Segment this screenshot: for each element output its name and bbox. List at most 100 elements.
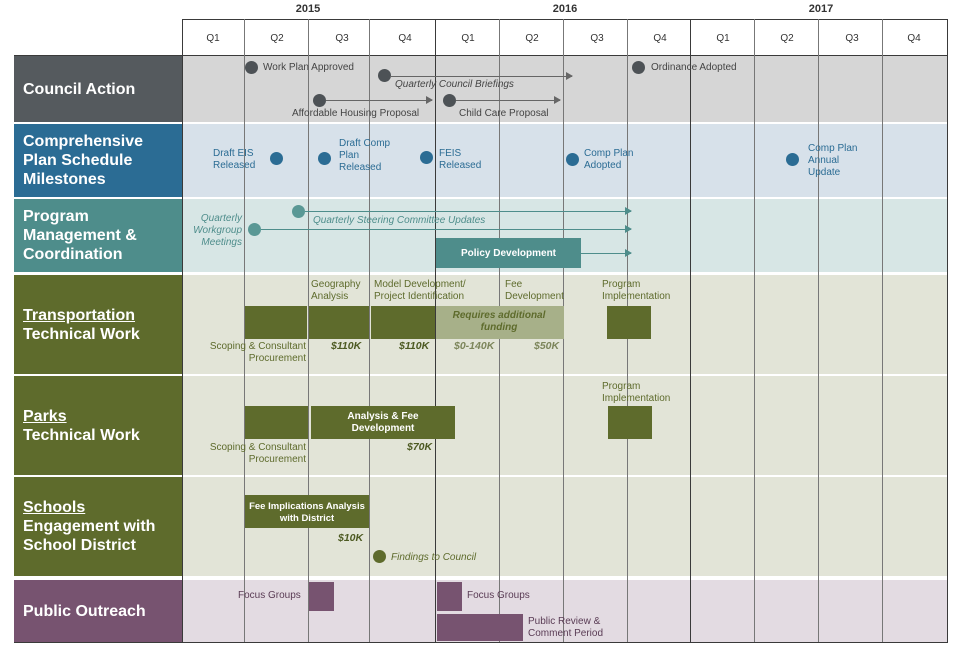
milestone-dot [373, 550, 386, 563]
row-label-program: Program Management & Coordination [14, 199, 182, 272]
row-label-schools: Schools Engagement with School District [14, 477, 182, 576]
row-label-council: Council Action [14, 56, 182, 122]
parks-analysis-label: Analysis & Fee Development [347, 411, 419, 434]
row-label-text: Council Action [23, 80, 136, 98]
steering-arrow [305, 207, 632, 215]
cost-label: $0-140K [454, 340, 495, 352]
draft-eis-label: Draft EIS Released [213, 148, 256, 171]
row-label-transportation: Transportation Technical Work [14, 275, 182, 374]
grid-line [818, 19, 819, 643]
policy-arrow [581, 249, 632, 257]
grid-line [882, 19, 883, 643]
quarter-label: Q3 [335, 33, 349, 44]
cost-label: $10K [338, 532, 364, 544]
parks-implementation-label: Program Implementation [602, 381, 671, 404]
transport-scoping-label: Scoping & Consultant Procurement [209, 341, 306, 364]
focus-groups-bar [309, 582, 334, 611]
row-background-comp-plan [183, 124, 947, 197]
model-development-label: Model Development/ Project Identificatio… [374, 279, 466, 302]
milestone-dot [248, 223, 261, 236]
annual-update-label: Comp Plan Annual Update [808, 143, 858, 178]
transport-geography-bar [309, 306, 369, 339]
cost-label: $110K [331, 340, 362, 352]
row-label-text: Comprehensive Plan Schedule Milestones [23, 133, 144, 188]
quarter-label: Q2 [270, 33, 284, 44]
quarter-label: Q2 [780, 33, 794, 44]
year-2016: 2016 [552, 3, 578, 15]
milestone-dot [566, 153, 579, 166]
focus-groups-bar [437, 582, 462, 611]
grid-line [435, 19, 436, 643]
quarterly-briefings-label: Quarterly Council Briefings [395, 79, 514, 90]
row-label-text: Engagement with School District [23, 518, 156, 554]
parks-scoping-label: Scoping & Consultant Procurement [209, 442, 306, 465]
grid-line [244, 19, 245, 643]
cost-label: $70K [407, 441, 433, 453]
transport-implementation-label: Program Implementation [602, 279, 671, 302]
row-label-text: Technical Work [23, 426, 140, 444]
quarter-label: Q4 [653, 33, 667, 44]
row-label-comp-plan: Comprehensive Plan Schedule Milestones [14, 124, 182, 197]
comp-plan-adopted-label: Comp Plan Adopted [584, 148, 634, 171]
grid-line [690, 19, 691, 643]
quarter-label: Q2 [525, 33, 539, 44]
milestone-dot [245, 61, 258, 74]
milestone-dot [270, 152, 283, 165]
grid-line [754, 19, 755, 643]
focus-groups-label: Focus Groups [467, 590, 530, 601]
transport-implementation-bar [607, 306, 651, 339]
transport-model-bar [371, 306, 435, 339]
workgroup-arrow [261, 225, 632, 233]
findings-label: Findings to Council [391, 552, 477, 563]
year-2015: 2015 [295, 3, 321, 15]
quarter-label: Q4 [907, 33, 921, 44]
milestone-dot [292, 205, 305, 218]
row-background-parks [183, 376, 947, 475]
grid-line [14, 642, 948, 643]
quarter-label: Q1 [716, 33, 730, 44]
cost-label: $110K [399, 340, 430, 352]
affordable-housing-label: Affordable Housing Proposal [292, 108, 420, 119]
grid-line [947, 19, 948, 643]
milestone-dot [420, 151, 433, 164]
quarter-label: Q1 [206, 33, 220, 44]
public-review-label: Public Review & Comment Period [528, 616, 604, 639]
childcare-arrow [456, 96, 561, 104]
row-background-council [183, 56, 947, 122]
row-label-underlined: Transportation [23, 306, 136, 324]
policy-development-bar [436, 238, 581, 268]
row-label-underlined: Schools [23, 499, 86, 516]
work-plan-approved-label: Work Plan Approved [263, 62, 354, 73]
fee-implications-bar [245, 495, 369, 528]
milestone-dot [443, 94, 456, 107]
row-label-underlined: Parks [23, 407, 67, 425]
public-review-bar [437, 614, 523, 641]
requires-funding-bar [436, 306, 564, 339]
grid-line [182, 19, 183, 643]
parks-analysis-bar [311, 406, 455, 439]
milestone-dot [632, 61, 645, 74]
feis-label: FEIS Released [439, 148, 482, 171]
quarter-label: Q3 [845, 33, 859, 44]
row-label-text: Technical Work [23, 325, 140, 343]
policy-development-label: Policy Development [460, 248, 557, 259]
parks-scoping-bar [245, 406, 308, 439]
transport-scoping-bar [245, 306, 307, 339]
focus-groups-label: Focus Groups [238, 590, 301, 601]
milestone-dot [313, 94, 326, 107]
briefings-arrow [390, 72, 573, 80]
grid-line [308, 19, 309, 643]
grid-line [182, 19, 948, 20]
fee-implications-label: Fee Implications Analysis with District [249, 501, 365, 524]
row-label-text: Program Management & Coordination [23, 208, 137, 263]
quarter-label: Q1 [461, 33, 475, 44]
row-label-outreach: Public Outreach [14, 580, 182, 642]
row-label-parks: Parks Technical Work [14, 376, 182, 475]
requires-funding-label: Requires additional funding [452, 310, 546, 333]
milestone-dot [786, 153, 799, 166]
quarter-label: Q4 [398, 33, 412, 44]
parks-implementation-bar [608, 406, 652, 439]
milestone-dot [318, 152, 331, 165]
row-label-text: Public Outreach [23, 602, 146, 620]
affordable-arrow [326, 96, 433, 104]
